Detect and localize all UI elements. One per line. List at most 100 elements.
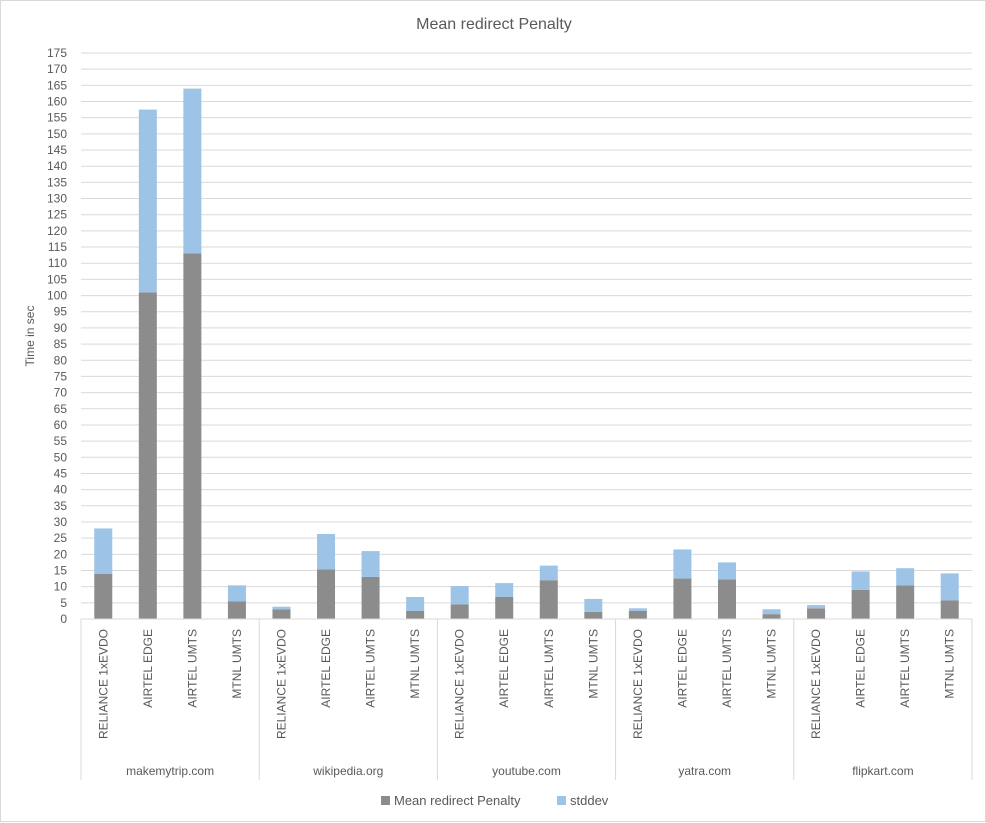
y-tick-label: 85	[54, 337, 68, 351]
x-tick-label: RELIANCE 1xEVDO	[274, 629, 288, 739]
y-tick-label: 5	[60, 596, 67, 610]
y-tick-label: 140	[47, 159, 67, 173]
y-axis-ticks: 0 5 10 15 20 25 30 35 40 45 50 55 60 65 70 75 80 85 90 95 10…	[47, 46, 67, 626]
y-axis-title: Time in sec	[23, 306, 37, 367]
x-tick-label: AIRTEL EDGE	[319, 629, 333, 708]
y-tick-label: 145	[47, 143, 67, 157]
x-axis: makemytrip.com RELIANCE 1xEVDO AIRTEL EDGE…	[80, 618, 973, 780]
x-tick-label: RELIANCE 1xEVDO	[96, 629, 110, 739]
bar-stddev	[94, 528, 113, 574]
bar-stddev	[940, 573, 959, 601]
y-tick-label: 60	[54, 418, 68, 432]
y-tick-label: 90	[54, 321, 68, 335]
x-tick-label: MTNL UMTS	[230, 629, 244, 699]
bar-stddev	[183, 88, 202, 254]
y-tick-label: 70	[54, 386, 68, 400]
y-tick-label: 115	[48, 240, 67, 254]
x-tick-label: RELIANCE 1xEVDO	[453, 629, 467, 739]
bar-mean-redirect-penalty	[851, 589, 870, 619]
y-tick-label: 170	[47, 62, 67, 76]
legend-label-stddev: stddev	[570, 793, 609, 808]
bar-stddev	[138, 109, 157, 293]
bars	[94, 88, 959, 620]
y-tick-label: 25	[54, 531, 68, 545]
y-tick-label: 50	[54, 450, 68, 464]
y-tick-label: 15	[54, 563, 68, 577]
x-tick-label: RELIANCE 1xEVDO	[809, 629, 823, 739]
chart-title: Mean redirect Penalty	[416, 16, 572, 33]
group-label: flipkart.com	[852, 764, 913, 778]
bar-mean-redirect-penalty	[717, 579, 736, 619]
x-tick-label: AIRTEL EDGE	[141, 629, 155, 708]
group-label: youtube.com	[492, 764, 561, 778]
bar-stddev	[272, 606, 291, 610]
bar-stddev	[762, 609, 781, 615]
bar-mean-redirect-penalty	[940, 600, 959, 619]
bar-mean-redirect-penalty	[807, 608, 826, 619]
bar-mean-redirect-penalty	[361, 576, 380, 619]
y-tick-label: 75	[54, 369, 68, 383]
y-tick-label: 10	[54, 580, 68, 594]
bar-stddev	[361, 551, 380, 577]
y-tick-label: 65	[54, 402, 68, 416]
x-tick-label: AIRTEL UMTS	[720, 629, 734, 708]
legend-label-mean: Mean redirect Penalty	[394, 793, 521, 808]
bar-mean-redirect-penalty	[94, 573, 113, 619]
x-tick-label: AIRTEL UMTS	[364, 629, 378, 708]
x-tick-label: AIRTEL EDGE	[675, 629, 689, 708]
x-tick-label: AIRTEL UMTS	[185, 629, 199, 708]
group-label: wikipedia.org	[312, 764, 383, 778]
x-tick-label: RELIANCE 1xEVDO	[631, 629, 645, 739]
bar-stddev	[317, 533, 336, 570]
bar-mean-redirect-penalty	[896, 585, 915, 619]
bar-stddev	[807, 605, 826, 609]
y-tick-label: 165	[47, 78, 67, 92]
group-label: makemytrip.com	[126, 764, 214, 778]
bar-mean-redirect-penalty	[539, 580, 558, 619]
x-tick-label: MTNL UMTS	[408, 629, 422, 699]
y-tick-label: 120	[47, 224, 67, 238]
bar-stddev	[406, 597, 425, 611]
y-tick-label: 155	[47, 111, 67, 125]
y-tick-label: 80	[54, 353, 68, 367]
bar-mean-redirect-penalty	[138, 292, 157, 619]
bar-stddev	[628, 608, 647, 611]
bar-mean-redirect-penalty	[406, 610, 425, 619]
gridlines	[81, 52, 972, 604]
y-tick-label: 20	[54, 547, 68, 561]
x-tick-label: MTNL UMTS	[586, 629, 600, 699]
y-tick-label: 95	[54, 305, 68, 319]
legend-swatch-stddev	[557, 796, 566, 805]
bar-stddev	[584, 598, 603, 612]
x-tick-label: AIRTEL UMTS	[898, 629, 912, 708]
bar-stddev	[227, 585, 246, 602]
y-tick-label: 125	[47, 208, 67, 222]
bar-stddev	[450, 586, 469, 605]
bar-mean-redirect-penalty	[317, 569, 336, 619]
legend-swatch-mean	[381, 796, 390, 805]
bar-stddev	[673, 549, 692, 579]
legend: Mean redirect Penalty stddev	[381, 793, 609, 808]
bar-mean-redirect-penalty	[673, 578, 692, 619]
bar-stddev	[851, 571, 870, 590]
bar-mean-redirect-penalty	[628, 610, 647, 619]
y-tick-label: 160	[47, 95, 67, 109]
bar-mean-redirect-penalty	[183, 253, 202, 620]
x-tick-label: MTNL UMTS	[765, 629, 779, 699]
group-label: yatra.com	[678, 764, 731, 778]
bar-stddev	[896, 568, 915, 586]
y-tick-label: 35	[54, 499, 68, 513]
bar-mean-redirect-penalty	[450, 604, 469, 619]
y-tick-label: 135	[47, 175, 67, 189]
y-tick-label: 110	[48, 256, 67, 270]
bar-mean-redirect-penalty	[272, 609, 291, 619]
bar-stddev	[717, 562, 736, 580]
y-tick-label: 55	[54, 434, 68, 448]
y-tick-label: 100	[47, 289, 67, 303]
x-tick-label: AIRTEL EDGE	[854, 629, 868, 708]
bar-mean-redirect-penalty	[227, 601, 246, 619]
y-tick-label: 30	[54, 515, 68, 529]
bar-stddev	[495, 583, 514, 598]
